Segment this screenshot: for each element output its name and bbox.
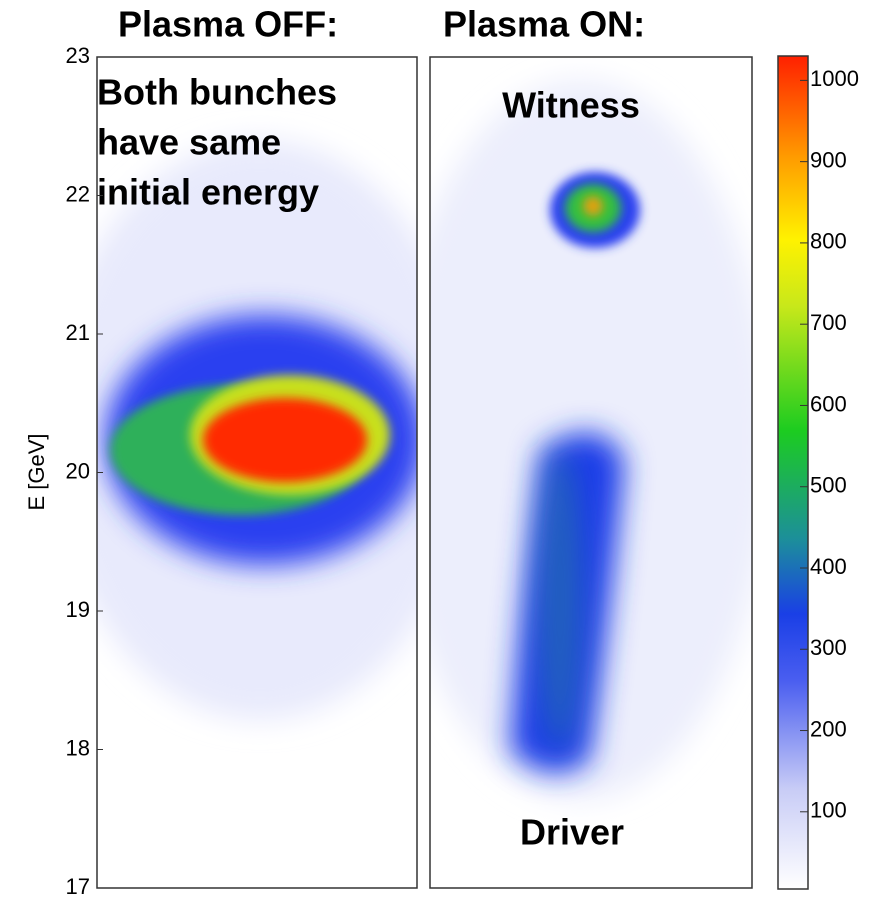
annotation: Witness [502, 85, 640, 126]
colorbar-tick-label: 200 [810, 716, 847, 741]
y-tick-label: 21 [66, 320, 90, 345]
panel-frame [429, 56, 753, 889]
annotation: have same [97, 122, 281, 163]
y-tick-label: 20 [66, 458, 90, 483]
annotation: Both bunches [97, 72, 337, 113]
heatmap-off [97, 140, 417, 720]
panel-title: Plasma ON: [443, 4, 645, 45]
colorbar-tick-label: 700 [810, 310, 847, 335]
y-tick-label: 18 [66, 735, 90, 760]
colorbar [777, 55, 809, 890]
panel-title: Plasma OFF: [118, 4, 338, 45]
colorbar-tick-label: 400 [810, 554, 847, 579]
heatmap-on [430, 80, 752, 800]
y-tick-label: 22 [66, 181, 90, 206]
annotation: initial energy [97, 172, 319, 213]
colorbar-tick-label: 100 [810, 798, 847, 823]
colorbar-tick-label: 300 [810, 635, 847, 660]
colorbar-tick-label: 600 [810, 391, 847, 416]
y-axis-label: E [GeV] [24, 433, 49, 510]
y-tick-label: 17 [66, 874, 90, 898]
colorbar-tick-label: 800 [810, 229, 847, 254]
colorbar-tick-label: 900 [810, 147, 847, 172]
y-tick-label: 23 [66, 43, 90, 68]
y-tick-label: 19 [66, 597, 90, 622]
annotation: Driver [520, 812, 624, 853]
colorbar-tick-label: 500 [810, 473, 847, 498]
colorbar-tick-label: 1000 [810, 66, 859, 91]
